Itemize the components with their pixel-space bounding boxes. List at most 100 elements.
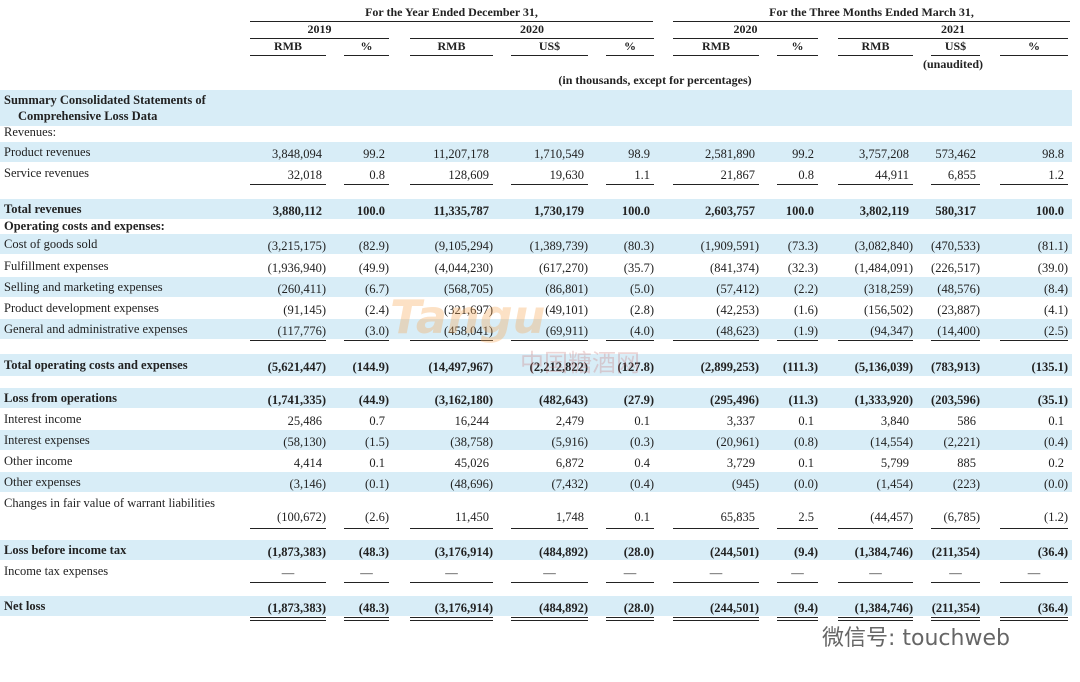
- cell-value: 1,748: [555, 510, 584, 524]
- cell-value: (470,533): [931, 239, 980, 253]
- row-label: Interest expenses: [4, 433, 90, 447]
- unit-header: %: [624, 39, 636, 53]
- cell-value: 98.8: [1042, 147, 1064, 161]
- total-rule: [344, 340, 389, 341]
- total-rule: [838, 620, 913, 621]
- unit-header: RMB: [702, 39, 730, 53]
- cell-value: (14,554): [870, 435, 913, 449]
- cell-value: (5,621,447): [267, 360, 326, 374]
- cell-value: 0.7: [369, 414, 385, 428]
- row-label: Income tax expenses: [4, 564, 109, 578]
- total-rule: [838, 582, 913, 583]
- cell-value: 65,835: [720, 510, 755, 524]
- cell-value: (295,496): [710, 393, 759, 407]
- total-rule: [410, 340, 493, 341]
- total-rule: [931, 340, 980, 341]
- total-rule: [250, 528, 326, 529]
- cell-value: (0.0): [794, 477, 818, 491]
- cell-value: 0.1: [798, 456, 814, 470]
- cell-value: (1,384,746): [854, 545, 913, 559]
- cell-value: (1,741,335): [267, 393, 326, 407]
- cell-value: 99.2: [792, 147, 814, 161]
- row-label: Other income: [4, 454, 73, 468]
- cell-value: (82.9): [358, 239, 389, 253]
- total-rule: [410, 617, 493, 618]
- total-rule: [777, 617, 818, 618]
- cell-value: 32,018: [287, 168, 322, 182]
- header-rule: [250, 55, 326, 56]
- cell-value: (144.9): [352, 360, 389, 374]
- cell-value: 3,802,119: [859, 204, 909, 218]
- cell-value: (617,270): [539, 261, 588, 275]
- total-rule: [777, 184, 818, 185]
- cell-value: 2,581,890: [705, 147, 755, 161]
- cell-value: 3,337: [726, 414, 755, 428]
- row-shade: [0, 277, 1072, 297]
- row-shade: [0, 234, 1072, 254]
- period-header: For the Three Months Ended March 31,: [769, 5, 974, 19]
- cell-value: (4.0): [630, 324, 654, 338]
- cell-value: (568,705): [444, 282, 493, 296]
- cell-value: (44.9): [358, 393, 389, 407]
- cell-value: (36.4): [1037, 601, 1068, 615]
- header-rule: [777, 55, 818, 56]
- cell-value: (6,785): [943, 510, 980, 524]
- total-rule: [410, 582, 493, 583]
- total-rule: [606, 340, 654, 341]
- cell-value: (783,913): [931, 360, 980, 374]
- unit-header: %: [1028, 39, 1040, 53]
- cell-value: 3,880,112: [272, 204, 322, 218]
- unit-header: RMB: [274, 39, 302, 53]
- unit-header: US$: [944, 39, 967, 53]
- cell-value: (1.5): [365, 435, 389, 449]
- cell-value: (1,873,383): [267, 601, 326, 615]
- cell-value: (49.9): [358, 261, 389, 275]
- total-rule: [931, 184, 980, 185]
- header-rule: [673, 38, 818, 39]
- cell-value: (35.7): [623, 261, 654, 275]
- cell-value: 1,730,179: [534, 204, 584, 218]
- total-rule: [931, 528, 980, 529]
- units-note: (in thousands, except for percentages): [558, 73, 752, 87]
- cell-value: (223): [952, 477, 980, 491]
- row-label: Operating costs and expenses:: [4, 219, 165, 233]
- cell-value: (2,899,253): [700, 360, 759, 374]
- cell-value: (42,253): [716, 303, 759, 317]
- row-label: Loss before income tax: [4, 543, 127, 557]
- row-shade: [0, 319, 1072, 339]
- total-rule: [777, 582, 818, 583]
- total-rule: [250, 340, 326, 341]
- cell-value: 100.0: [785, 204, 814, 218]
- total-rule: [777, 620, 818, 621]
- cell-value: (1,936,940): [267, 261, 326, 275]
- cell-value: 573,462: [935, 147, 976, 161]
- cell-value: (1,454): [876, 477, 913, 491]
- cell-value: (28.0): [623, 601, 654, 615]
- cell-value: (80.3): [623, 239, 654, 253]
- cell-value: (1.6): [794, 303, 818, 317]
- total-rule: [606, 582, 654, 583]
- total-rule: [250, 617, 326, 618]
- total-rule: [511, 617, 588, 618]
- header-rule: [673, 21, 1070, 22]
- total-rule: [606, 617, 654, 618]
- cell-value: (3,215,175): [267, 239, 326, 253]
- total-rule: [931, 617, 980, 618]
- cell-value: (1,873,383): [267, 545, 326, 559]
- cell-value: (49,101): [545, 303, 588, 317]
- cell-value: (1.9): [794, 324, 818, 338]
- total-rule: [344, 617, 389, 618]
- cell-value: 0.4: [634, 456, 650, 470]
- cell-value: (2.2): [794, 282, 818, 296]
- cell-value: 3,840: [880, 414, 909, 428]
- cell-value: (48,576): [937, 282, 980, 296]
- header-rule: [931, 55, 980, 56]
- cell-value: 0.8: [798, 168, 814, 182]
- cell-value: (3,162,180): [434, 393, 493, 407]
- cell-value: (2,212,822): [529, 360, 588, 374]
- cell-value: (1,484,091): [854, 261, 913, 275]
- cell-value: (86,801): [545, 282, 588, 296]
- row-shade: [0, 199, 1072, 219]
- cell-value: (2.5): [1044, 324, 1068, 338]
